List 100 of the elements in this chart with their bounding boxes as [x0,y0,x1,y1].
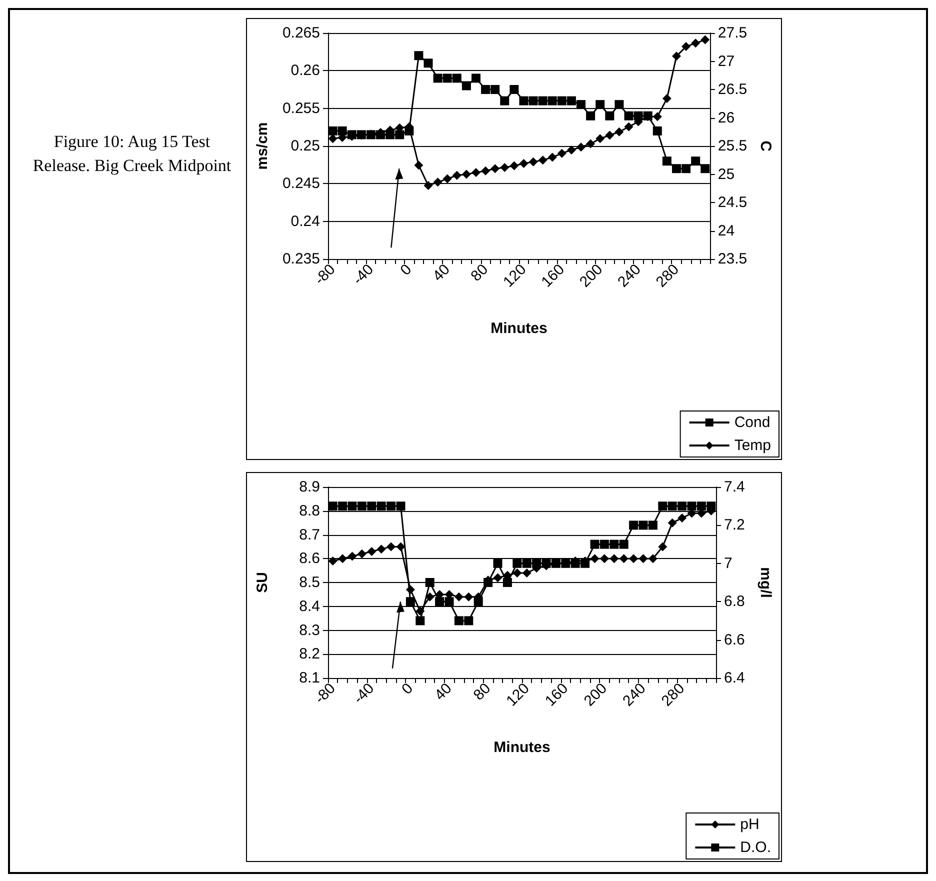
point [619,540,628,549]
point [396,502,406,511]
y-tick-label: 8.2 [299,646,320,663]
point [424,58,433,68]
y2-axis-title: C [757,140,774,152]
point [605,111,614,120]
x-tick-label: 280 [652,260,682,291]
point [452,74,462,83]
y-tick-label: 0.25 [290,138,320,154]
x-tick-label: 160 [538,260,568,291]
point [678,502,687,511]
x-tick-label: 240 [614,260,644,291]
point [490,85,500,94]
y-tick-label: 0.24 [290,212,320,230]
y2-tick-label: 6.8 [724,593,745,610]
point [386,502,396,511]
x-axis-title: Minutes [494,739,550,756]
point [464,592,474,602]
point [493,558,502,568]
point [605,130,614,140]
y-tick-label: 0.245 [282,175,320,192]
legend-label: pH [740,816,760,833]
x-axis-title: Minutes [490,320,548,337]
point [425,578,434,587]
point [481,166,490,176]
y-tick-label: 0.255 [282,100,320,117]
point [672,52,681,61]
point [648,520,658,530]
point [658,542,668,552]
point [596,100,605,110]
point [576,100,586,110]
legend-label: Cond [734,414,770,431]
point [528,157,538,166]
point [662,94,672,104]
point [586,111,596,120]
y2-tick-label: 24 [718,222,735,240]
point [328,134,338,144]
y2-tick-label: 23.5 [718,250,748,268]
y2-tick-label: 27 [718,52,735,70]
point [512,568,522,578]
y2-axis-title: mg/l [757,567,774,598]
point [687,502,696,511]
point [648,554,658,564]
point [691,38,700,48]
y-tick-label: 8.1 [299,670,320,686]
point [442,74,452,83]
point [691,156,700,166]
point [328,502,338,511]
x-tick-label: 0 [397,260,416,279]
point [493,573,502,582]
point [532,558,542,568]
point [348,552,357,561]
y2-tick-label: 26 [718,109,735,126]
point [678,514,687,523]
point [444,597,454,606]
point [600,540,609,549]
point [551,558,560,568]
x-tick-label: -40 [350,260,377,288]
point [510,85,519,94]
point [538,96,548,106]
point [406,585,415,594]
legend-label: D.O. [740,839,772,856]
point [538,156,548,165]
y-tick-label: 8.4 [299,598,320,615]
y2-tick-label: 24.5 [718,194,748,211]
point [338,502,348,511]
point [586,139,596,148]
point [700,35,710,44]
x-tick-label: 200 [580,680,610,710]
y2-tick-label: 25 [718,166,735,183]
point [658,502,668,511]
point [580,558,590,568]
point [484,578,493,587]
y-axis-title: ms/cm [254,122,271,170]
point [510,161,519,170]
point [500,96,510,106]
point [357,549,366,558]
point [522,558,532,568]
point [414,160,424,170]
point [454,592,464,602]
point [462,170,471,179]
point [668,518,677,528]
point [624,111,634,120]
point [570,558,580,568]
point [442,174,452,184]
point [576,142,586,152]
x-tick-label: 160 [542,680,572,710]
point [682,42,691,52]
point [416,616,425,626]
point [638,520,648,530]
point [376,544,386,554]
y2-tick-label: 7 [724,554,732,572]
point [406,597,415,606]
point [566,145,576,154]
point [471,74,480,83]
point [481,85,490,94]
point [376,502,386,511]
y2-tick-label: 27.5 [718,24,748,42]
x-tick-label: 200 [576,260,606,291]
point [435,597,444,606]
